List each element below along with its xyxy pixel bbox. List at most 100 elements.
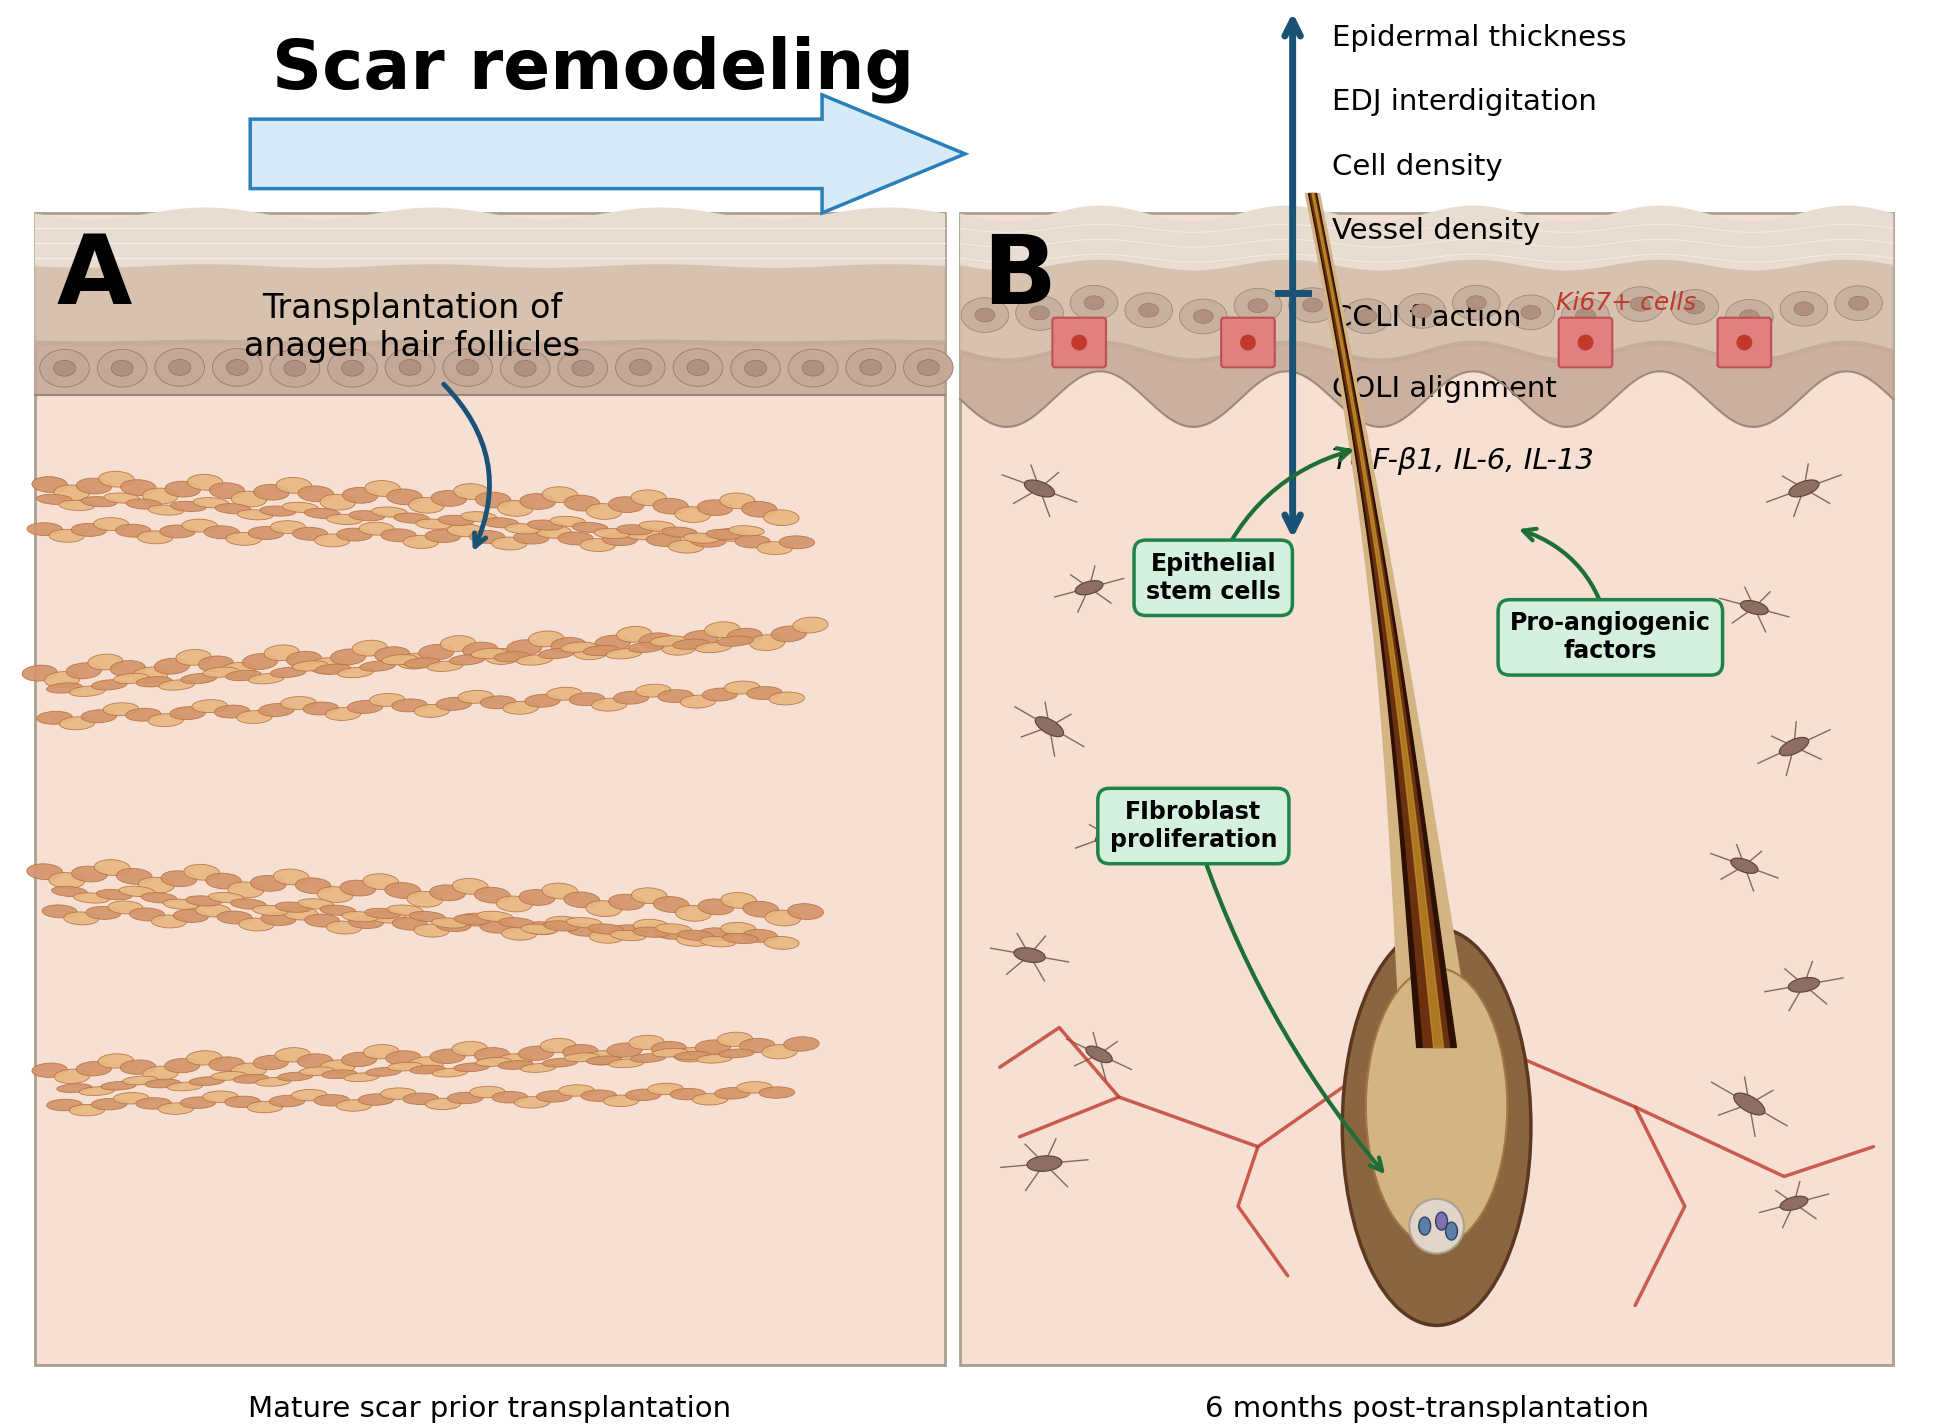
Ellipse shape: [861, 360, 882, 376]
Ellipse shape: [1789, 978, 1820, 992]
Ellipse shape: [75, 478, 112, 494]
Ellipse shape: [654, 498, 689, 514]
Ellipse shape: [298, 1054, 333, 1068]
Ellipse shape: [99, 1054, 133, 1068]
Ellipse shape: [681, 695, 716, 708]
Ellipse shape: [1779, 1197, 1808, 1211]
Ellipse shape: [654, 897, 689, 912]
Ellipse shape: [656, 927, 690, 940]
Ellipse shape: [478, 911, 513, 921]
Ellipse shape: [251, 875, 286, 891]
Ellipse shape: [514, 1097, 549, 1108]
Ellipse shape: [431, 1068, 468, 1077]
Ellipse shape: [650, 635, 687, 645]
Ellipse shape: [44, 671, 79, 687]
Ellipse shape: [261, 912, 296, 925]
Ellipse shape: [81, 710, 116, 723]
Ellipse shape: [524, 694, 561, 707]
Ellipse shape: [669, 540, 704, 553]
Ellipse shape: [1029, 306, 1050, 320]
Ellipse shape: [518, 890, 555, 905]
Ellipse shape: [408, 497, 445, 513]
Ellipse shape: [79, 1087, 114, 1095]
Ellipse shape: [52, 887, 87, 897]
Ellipse shape: [743, 930, 777, 942]
Ellipse shape: [704, 621, 741, 637]
Ellipse shape: [745, 360, 766, 377]
Ellipse shape: [1035, 717, 1064, 737]
Ellipse shape: [903, 348, 953, 387]
Ellipse shape: [580, 538, 615, 551]
Ellipse shape: [572, 360, 594, 376]
Ellipse shape: [352, 640, 387, 655]
Ellipse shape: [727, 628, 762, 644]
Ellipse shape: [284, 360, 306, 376]
Ellipse shape: [112, 360, 133, 376]
Ellipse shape: [1725, 300, 1773, 334]
Ellipse shape: [698, 500, 733, 516]
Ellipse shape: [137, 531, 172, 544]
Ellipse shape: [170, 707, 205, 720]
Ellipse shape: [410, 911, 445, 921]
Ellipse shape: [97, 350, 147, 387]
Ellipse shape: [1789, 480, 1820, 497]
Ellipse shape: [480, 920, 514, 932]
Ellipse shape: [72, 867, 108, 883]
Ellipse shape: [155, 348, 205, 386]
Ellipse shape: [770, 693, 805, 705]
Ellipse shape: [66, 663, 101, 678]
Ellipse shape: [85, 907, 120, 920]
Ellipse shape: [348, 701, 383, 714]
Circle shape: [1071, 334, 1087, 350]
Ellipse shape: [630, 490, 667, 506]
Ellipse shape: [416, 518, 451, 530]
Ellipse shape: [565, 1052, 600, 1062]
Ellipse shape: [101, 1081, 135, 1090]
Ellipse shape: [559, 350, 607, 387]
Ellipse shape: [286, 651, 321, 667]
Ellipse shape: [675, 507, 710, 523]
Ellipse shape: [661, 640, 696, 655]
Ellipse shape: [300, 1067, 335, 1075]
Ellipse shape: [327, 921, 362, 934]
Ellipse shape: [37, 494, 72, 504]
Ellipse shape: [528, 631, 563, 647]
Ellipse shape: [1398, 294, 1445, 328]
Ellipse shape: [228, 883, 263, 898]
Ellipse shape: [348, 915, 383, 928]
Ellipse shape: [453, 878, 487, 894]
Ellipse shape: [1358, 310, 1377, 323]
Ellipse shape: [275, 902, 311, 912]
Ellipse shape: [586, 1055, 621, 1065]
Ellipse shape: [143, 488, 178, 504]
Ellipse shape: [385, 1051, 422, 1065]
Ellipse shape: [617, 524, 652, 536]
Ellipse shape: [164, 1058, 199, 1072]
Ellipse shape: [238, 918, 275, 931]
Ellipse shape: [337, 528, 371, 541]
Ellipse shape: [366, 481, 400, 497]
Ellipse shape: [536, 526, 571, 538]
Ellipse shape: [719, 493, 754, 508]
Ellipse shape: [277, 477, 311, 493]
Ellipse shape: [271, 667, 306, 677]
Text: Epidermal thickness: Epidermal thickness: [1333, 24, 1626, 51]
Ellipse shape: [273, 870, 309, 885]
Ellipse shape: [54, 1070, 89, 1084]
Ellipse shape: [723, 681, 760, 694]
Ellipse shape: [230, 898, 267, 910]
FancyBboxPatch shape: [959, 213, 1893, 1365]
Ellipse shape: [449, 654, 485, 665]
Text: EDJ interdigitation: EDJ interdigitation: [1333, 89, 1597, 116]
Ellipse shape: [652, 1041, 687, 1055]
Ellipse shape: [435, 918, 472, 931]
Ellipse shape: [549, 517, 586, 527]
Ellipse shape: [687, 360, 710, 376]
Ellipse shape: [696, 1040, 731, 1054]
Ellipse shape: [629, 360, 652, 376]
Ellipse shape: [625, 527, 659, 540]
Ellipse shape: [406, 891, 443, 907]
Text: Cell density: Cell density: [1333, 153, 1503, 181]
Ellipse shape: [70, 685, 104, 697]
Ellipse shape: [72, 524, 106, 537]
